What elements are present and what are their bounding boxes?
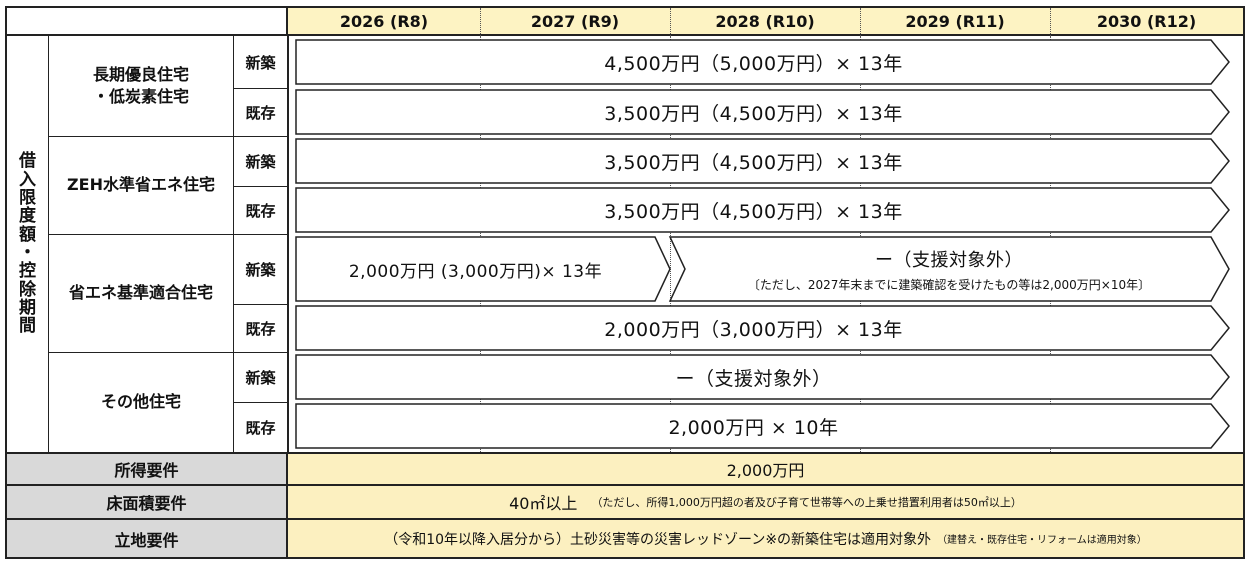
value-other-new: ー（支援対象外）: [675, 367, 832, 390]
floor-label: 床面積要件: [7, 486, 288, 518]
kind-existing-2: 既存: [245, 201, 276, 220]
header-corner: [7, 8, 288, 36]
value-zeh-existing: 3,500万円（4,500万円）× 13年: [604, 200, 903, 223]
value-energy-new-part2: ー（支援対象外） 〔ただし、2027年末までに建築確認を受けたもの等は2,000…: [747, 249, 1151, 292]
location-note: （建替え・既存住宅・リフォームは適用対象）: [937, 535, 1147, 546]
year-header-2028: 2028 (R10): [670, 8, 860, 36]
arrow-shapes: [295, 39, 1230, 449]
side-label: 借入限度額・控除期間: [7, 36, 49, 452]
income-value: 2,000万円: [288, 454, 1243, 484]
location-label: 立地要件: [7, 520, 288, 557]
year-header-2027: 2027 (R9): [480, 8, 670, 36]
value-long-term-new: 4,500万円（5,000万円）× 13年: [604, 52, 903, 75]
location-main: （令和10年以降入居分から）土砂災害等の災害レッドゾーン※の新築住宅は適用対象外: [384, 531, 932, 548]
value-long-term-existing: 3,500万円（4,500万円）× 13年: [604, 102, 903, 125]
category-zeh: ZEH水準省エネ住宅: [67, 175, 215, 195]
kind-existing-4: 既存: [245, 418, 276, 437]
kind-new-4: 新築: [245, 368, 276, 387]
value-energy-new-note: 〔ただし、2027年末までに建築確認を受けたもの等は2,000万円×10年〕: [747, 277, 1151, 292]
kind-existing-1: 既存: [245, 103, 276, 122]
category-energy-standard: 省エネ基準適合住宅: [68, 283, 213, 303]
kind-new-1: 新築: [245, 53, 276, 72]
year-header-2026: 2026 (R8): [288, 8, 480, 36]
value-energy-existing: 2,000万円（3,000万円）× 13年: [604, 318, 903, 341]
kind-new-2: 新築: [245, 152, 276, 171]
value-zeh-new: 3,500万円（4,500万円）× 13年: [604, 151, 903, 174]
kind-existing-3: 既存: [245, 319, 276, 338]
location-value: （令和10年以降入居分から）土砂災害等の災害レッドゾーン※の新築住宅は適用対象外…: [288, 520, 1243, 557]
floor-value: 40㎡以上 （ただし、所得1,000万円超の者及び子育て世帯等への上乗せ措置利用…: [288, 486, 1243, 518]
income-label: 所得要件: [7, 454, 288, 484]
floor-note: （ただし、所得1,000万円超の者及び子育て世帯等への上乗せ措置利用者は50㎡以…: [591, 496, 1022, 509]
year-header-2029: 2029 (R11): [860, 8, 1050, 36]
year-header-2030: 2030 (R12): [1050, 8, 1243, 36]
floor-main: 40㎡以上: [509, 494, 578, 513]
category-other: その他住宅: [100, 392, 181, 412]
kind-new-3: 新築: [245, 260, 276, 279]
loan-table: 2026 (R8) 2027 (R9) 2028 (R10) 2029 (R11…: [5, 6, 1245, 559]
value-energy-new-part1: 2,000万円 (3,000万円)× 13年: [348, 261, 603, 282]
value-other-existing: 2,000万円 × 10年: [668, 416, 839, 439]
category-long-term: 長期優良住宅 ・低炭素住宅: [92, 65, 189, 106]
